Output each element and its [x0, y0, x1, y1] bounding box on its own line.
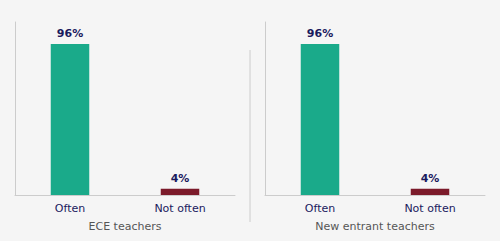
svg-text:4%: 4% — [171, 172, 190, 185]
svg-text:96%: 96% — [57, 27, 83, 40]
svg-text:4%: 4% — [421, 172, 440, 185]
svg-text:Often: Often — [305, 202, 335, 215]
svg-text:Not often: Not often — [404, 202, 455, 215]
svg-text:Often: Often — [55, 202, 85, 215]
svg-text:New entrant teachers: New entrant teachers — [315, 220, 435, 233]
svg-text:96%: 96% — [307, 27, 333, 40]
svg-text:ECE teachers: ECE teachers — [89, 220, 162, 233]
svg-text:Not often: Not often — [154, 202, 205, 215]
